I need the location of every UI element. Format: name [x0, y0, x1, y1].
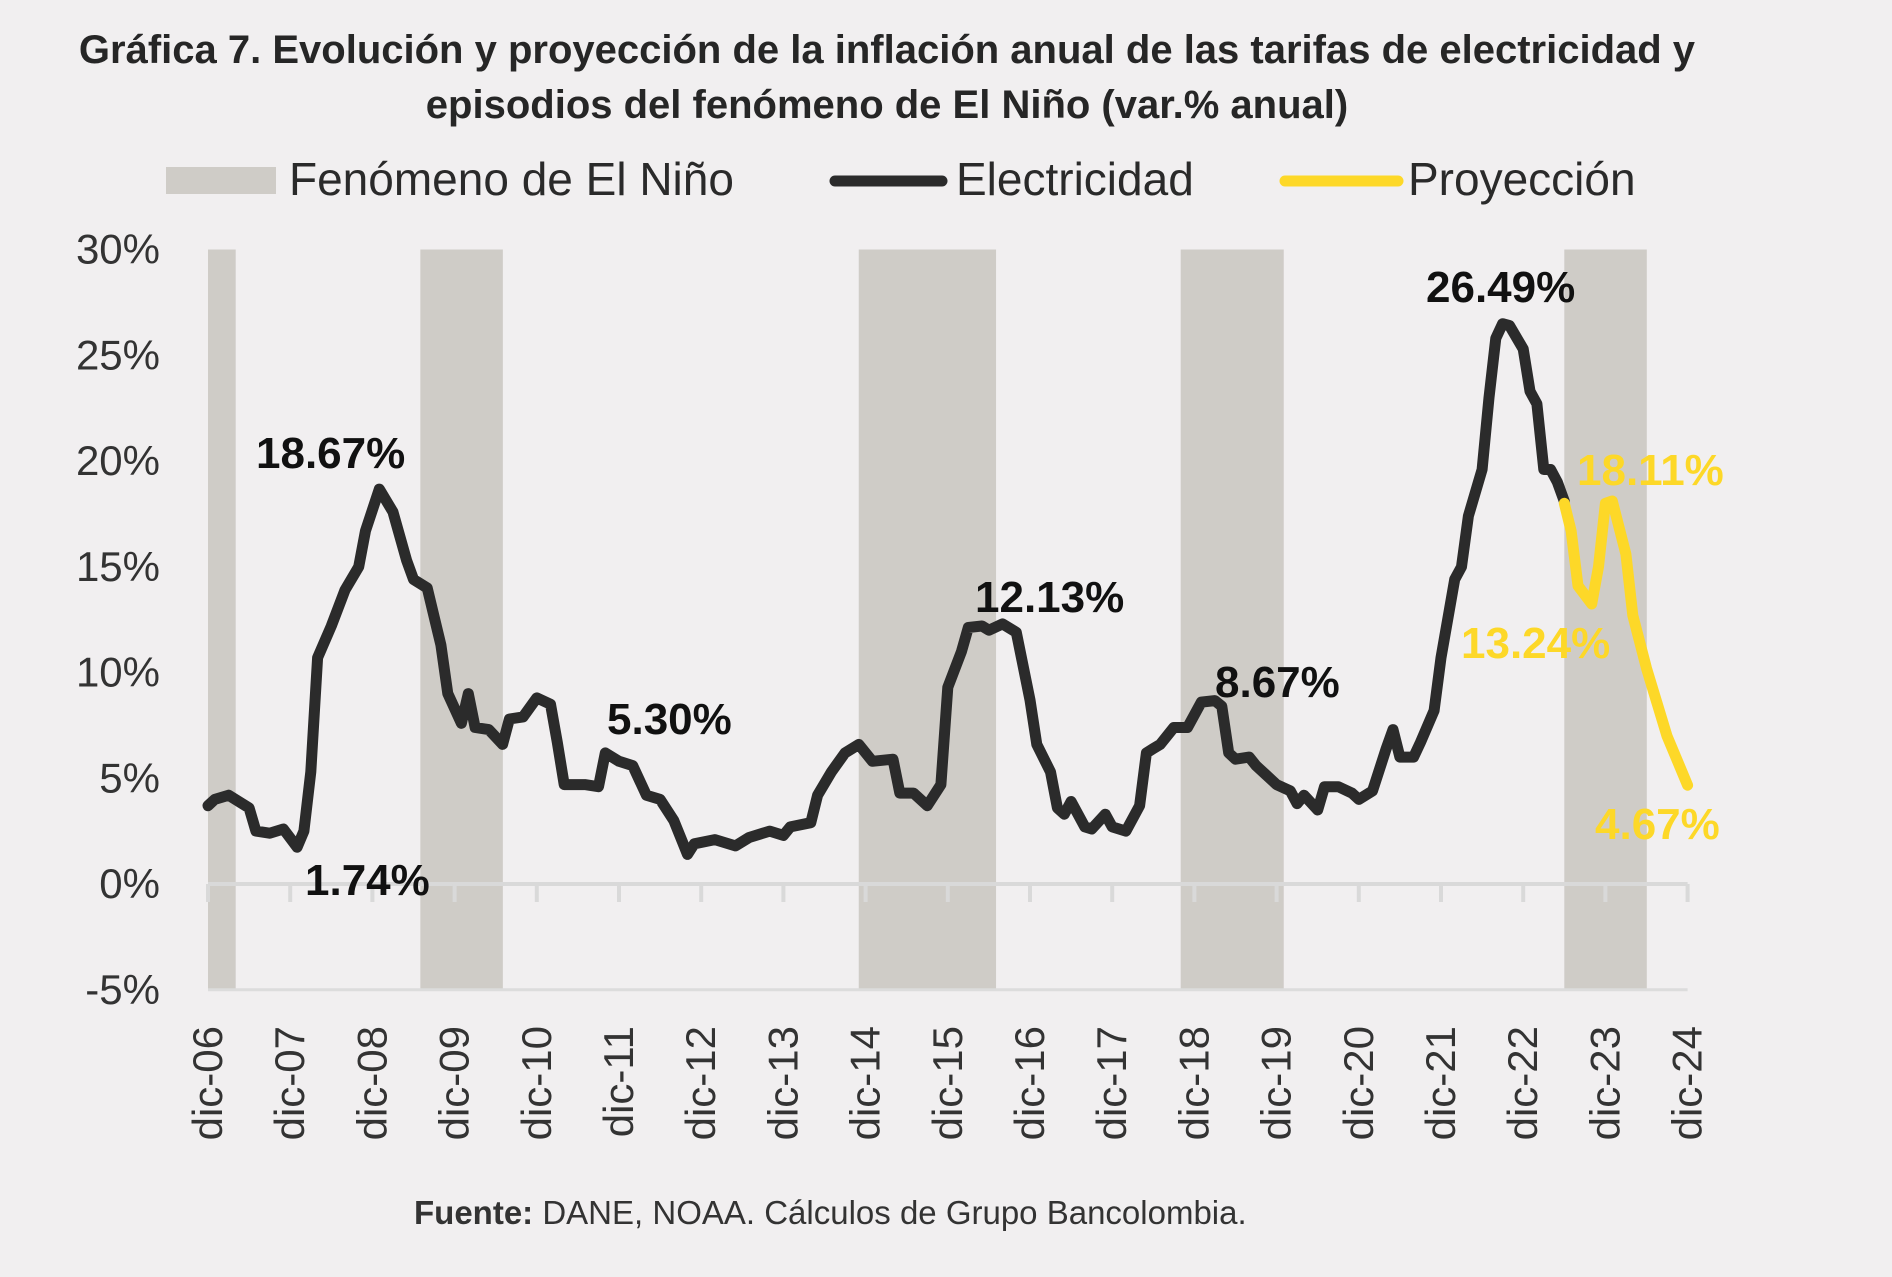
x-tick-label: dic-23: [1581, 1026, 1628, 1140]
x-tick-label: dic-13: [759, 1026, 806, 1140]
x-tick-label: dic-19: [1253, 1026, 1300, 1140]
x-tick-label: dic-07: [266, 1026, 313, 1140]
x-tick-label: dic-10: [513, 1026, 560, 1140]
label-low-2008: 1.74%: [305, 856, 430, 905]
el-nino-band: [1180, 249, 1284, 990]
label-proj-high: 18.11%: [1577, 446, 1724, 495]
source-text: DANE, NOAA. Cálculos de Grupo Bancolombi…: [533, 1194, 1246, 1231]
label-2011: 5.30%: [607, 695, 732, 744]
source-label: Fuente:: [414, 1194, 533, 1231]
x-tick-label: dic-11: [595, 1026, 642, 1137]
x-tick-label: dic-18: [1170, 1026, 1217, 1140]
series-lines: [202, 318, 1694, 860]
projection-line: [1558, 495, 1694, 791]
label-proj-end: 4.67%: [1595, 800, 1720, 849]
source-note: Fuente: DANE, NOAA. Cálculos de Grupo Ba…: [414, 1194, 1247, 1231]
axes: 30% 25% 20% 15% 10% 5% 0% -5% dic-06 dic-07 dic-08…: [76, 226, 1711, 1141]
legend-projection-label: Proyección: [1408, 153, 1636, 205]
legend: Fenómeno de El Niño Electricidad Proyecc…: [166, 153, 1636, 205]
x-tick-label: dic-06: [184, 1026, 231, 1140]
x-tick-label: dic-14: [842, 1026, 889, 1140]
chart-title-line-1: Gráfica 7. Evolución y proyección de la …: [79, 28, 1696, 72]
x-tick-label: dic-16: [1006, 1026, 1053, 1140]
x-tick-label: dic-24: [1664, 1026, 1711, 1140]
el-nino-band: [858, 249, 997, 990]
x-tick-label: dic-15: [924, 1026, 971, 1140]
x-tick-label: dic-09: [431, 1026, 478, 1140]
legend-nino-swatch: [166, 167, 276, 194]
x-tick-label: dic-12: [677, 1026, 724, 1140]
y-tick-label: 30%: [76, 226, 160, 273]
legend-electricity-label: Electricidad: [956, 153, 1194, 205]
chart-title-line-2: episodios del fenómeno de El Niño (var.%…: [426, 83, 1348, 127]
x-tick-label: dic-20: [1335, 1026, 1382, 1140]
y-tick-label: 25%: [76, 331, 160, 378]
x-tick-label: dic-22: [1499, 1026, 1546, 1140]
electricity-line: [202, 318, 1570, 860]
x-tick-label: dic-17: [1088, 1026, 1135, 1140]
el-nino-band: [208, 249, 236, 990]
x-tick-label: dic-21: [1417, 1026, 1464, 1140]
y-tick-label: 20%: [76, 437, 160, 484]
x-tick-label: dic-08: [348, 1026, 395, 1140]
label-peak-2016: 12.13%: [975, 573, 1124, 622]
data-labels: 18.67% 1.74% 5.30% 12.13% 8.67% 26.49% 1…: [256, 263, 1724, 905]
label-peak-2009: 18.67%: [256, 429, 405, 478]
y-tick-label: 0%: [99, 860, 160, 907]
y-tick-label: 5%: [99, 754, 160, 801]
legend-nino-label: Fenómeno de El Niño: [289, 153, 734, 205]
label-proj-low: 13.24%: [1461, 619, 1610, 668]
y-tick-label: 10%: [76, 649, 160, 696]
y-tick-label: 15%: [76, 543, 160, 590]
label-peak-2019: 8.67%: [1215, 658, 1340, 707]
label-peak-2022: 26.49%: [1426, 263, 1575, 312]
y-tick-label: -5%: [85, 966, 160, 1013]
